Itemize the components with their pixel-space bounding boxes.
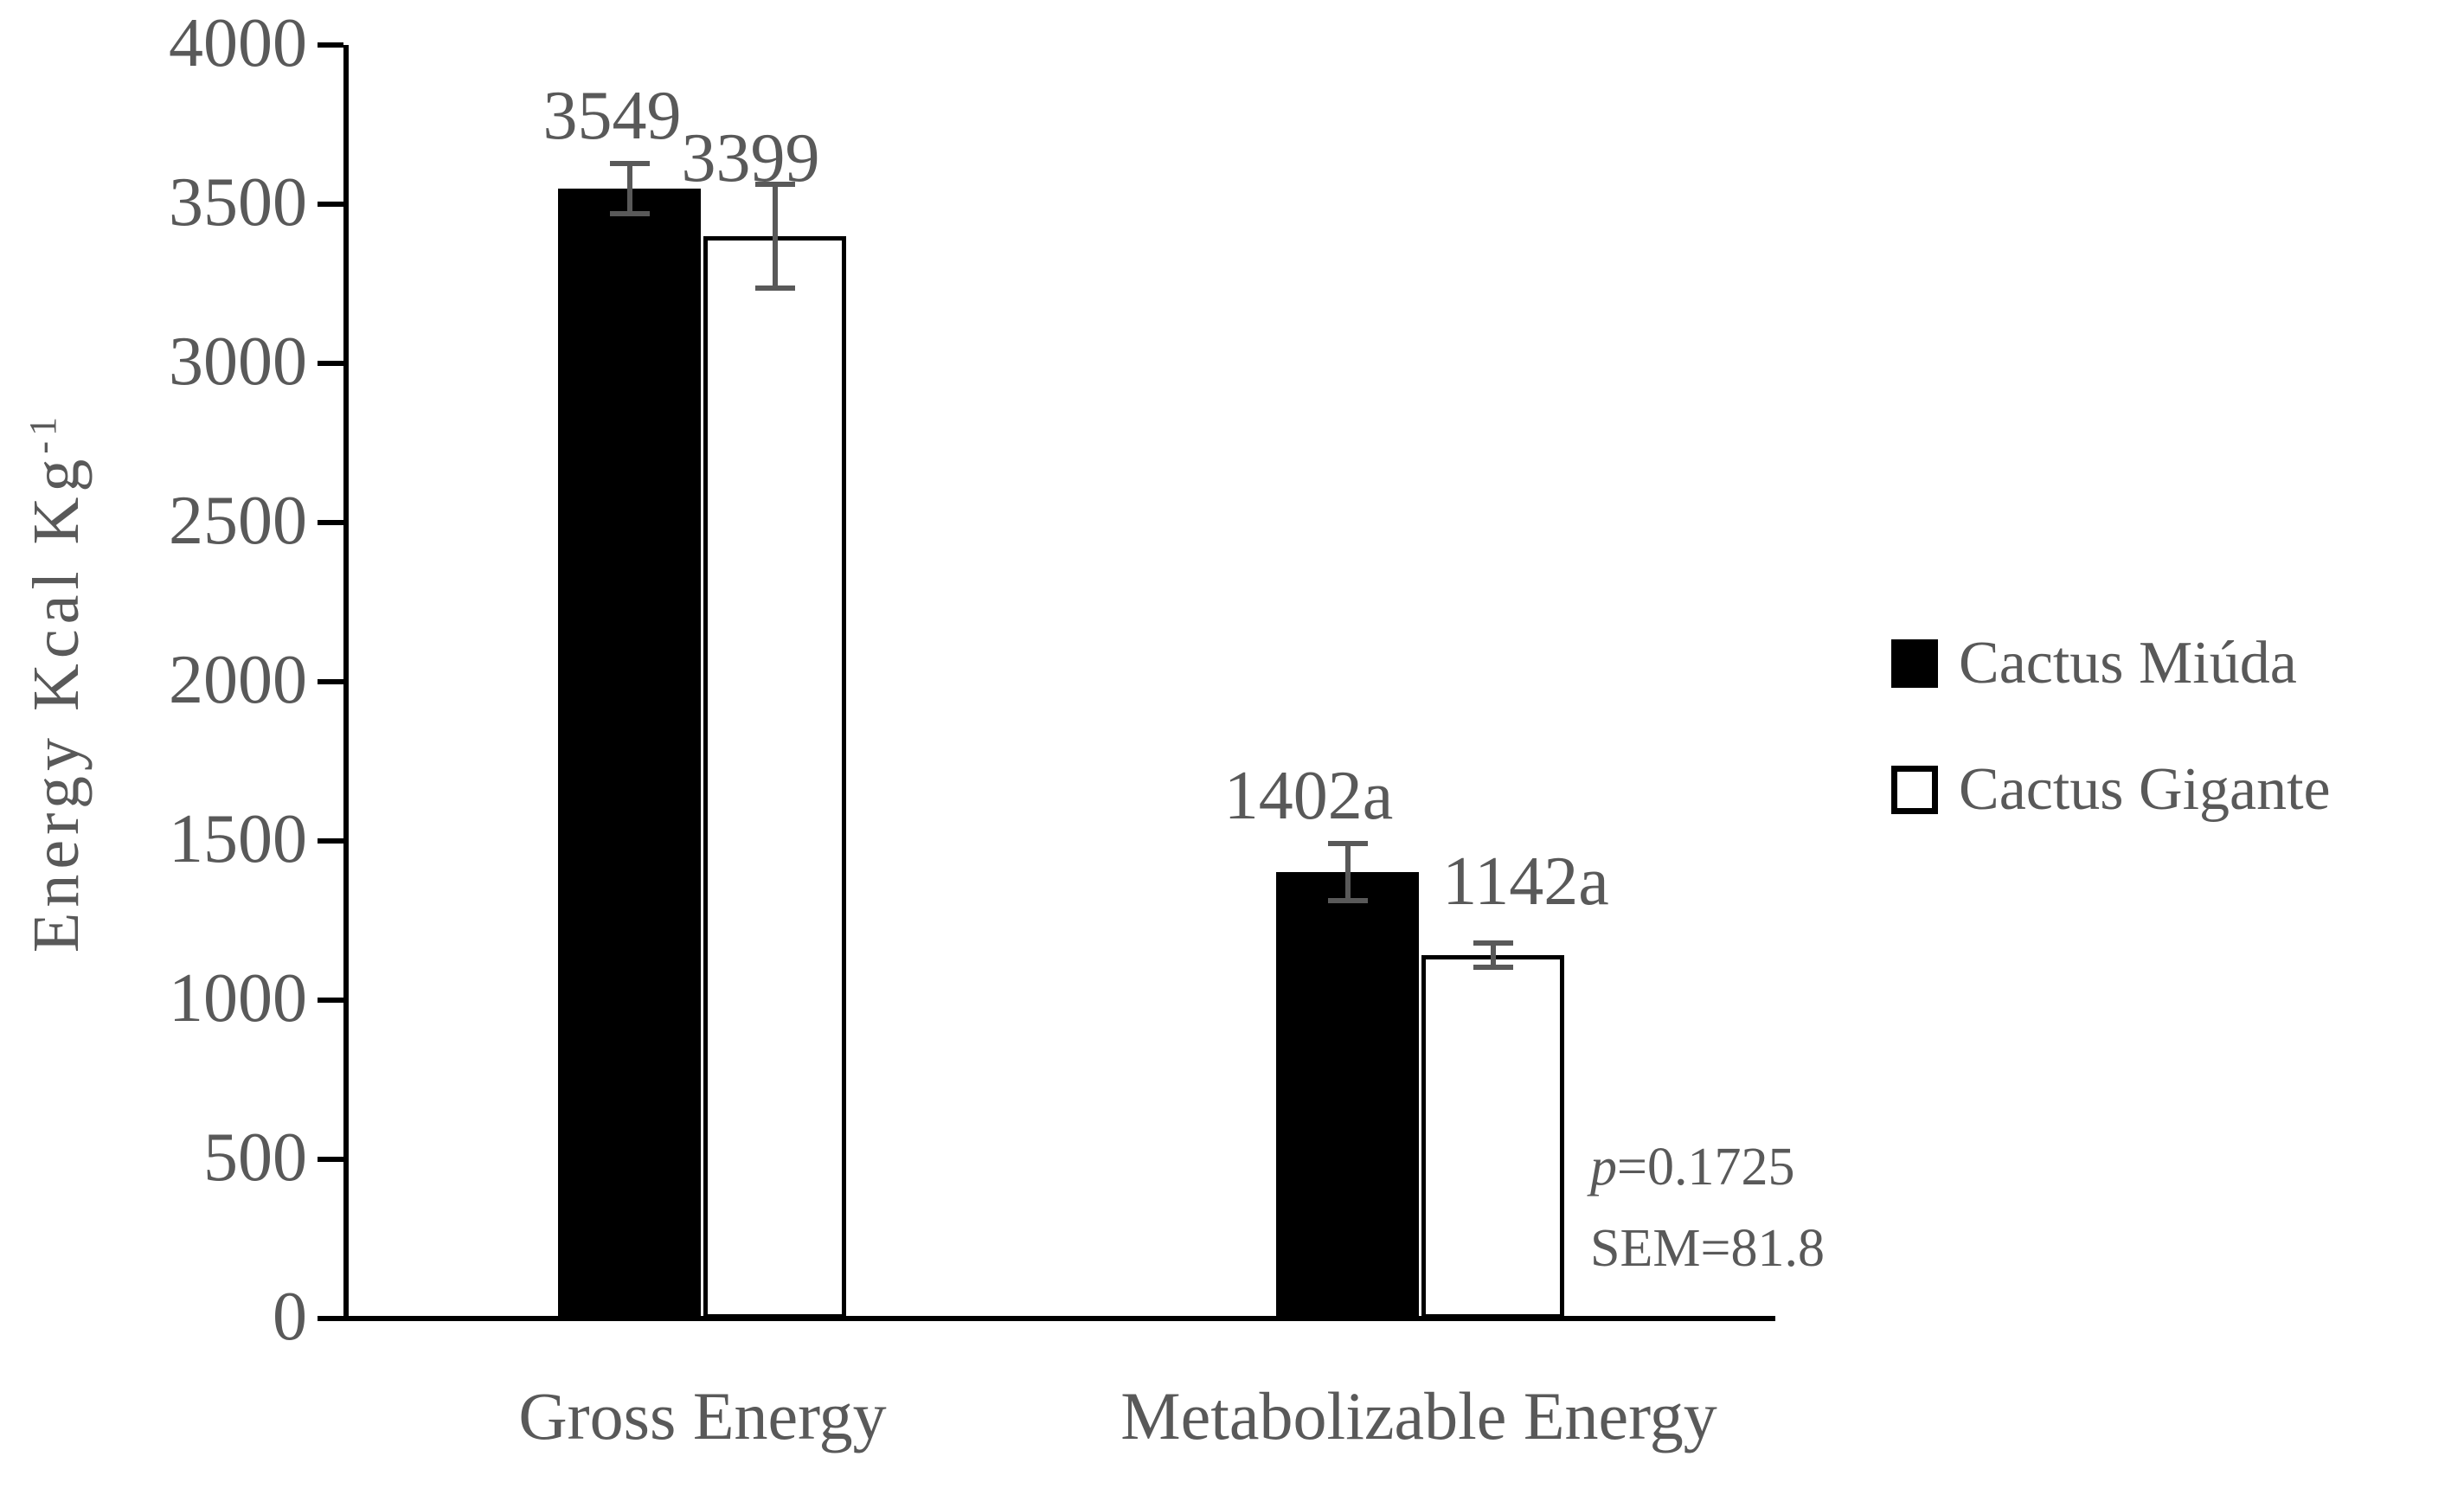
y-tick-1500 xyxy=(318,838,343,844)
error-bar-cap-bottom-gross-energy-cactus-miuda xyxy=(609,211,650,217)
y-tick-label-500: 500 xyxy=(203,1120,307,1196)
category-label-gross-energy: Gross Energy xyxy=(518,1378,887,1453)
bar-metabolizable-energy-cactus-gigante xyxy=(1421,954,1564,1319)
y-tick-2500 xyxy=(318,520,343,525)
error-bar-gross-energy-cactus-miuda xyxy=(626,163,632,215)
y-tick-label-1000: 1000 xyxy=(169,960,307,1036)
error-bar-cap-top-gross-energy-cactus-gigante xyxy=(754,182,795,188)
y-tick-2000 xyxy=(318,679,343,684)
y-tick-3000 xyxy=(318,361,343,366)
legend-item-cactus-miuda: Cactus Miúda xyxy=(1891,633,2331,694)
p-value-text: =0.1725 xyxy=(1617,1138,1795,1197)
bar-label-gross-energy-cactus-gigante: 3399 xyxy=(681,120,820,197)
y-tick-label-2500: 2500 xyxy=(169,483,307,559)
y-tick-label-0: 0 xyxy=(273,1279,307,1355)
error-bar-cap-top-metabolizable-energy-cactus-miuda xyxy=(1327,840,1368,846)
y-tick-500 xyxy=(318,1157,343,1162)
legend-item-cactus-gigante: Cactus Gigante xyxy=(1891,760,2331,820)
legend: Cactus Miúda Cactus Gigante xyxy=(1891,633,2331,820)
stats-annotation: p=0.1725 SEM=81.8 xyxy=(1590,1126,1825,1289)
y-tick-label-4000: 4000 xyxy=(169,5,307,81)
y-tick-3500 xyxy=(318,202,343,207)
error-bar-metabolizable-energy-cactus-miuda xyxy=(1344,843,1351,901)
legend-swatch-white-icon xyxy=(1891,766,1938,814)
error-bar-cap-bottom-metabolizable-energy-cactus-gigante xyxy=(1473,964,1513,970)
error-bar-metabolizable-energy-cactus-gigante xyxy=(1490,942,1496,967)
y-tick-label-3500: 3500 xyxy=(169,164,307,241)
bar-label-metabolizable-energy-cactus-gigante: 1142a xyxy=(1442,843,1609,920)
sem-line: SEM=81.8 xyxy=(1590,1219,1825,1279)
y-tick-label-1500: 1500 xyxy=(169,801,307,877)
legend-swatch-black-icon xyxy=(1891,639,1938,688)
error-bar-cap-bottom-gross-energy-cactus-gigante xyxy=(754,286,795,292)
legend-label-cactus-miuda: Cactus Miúda xyxy=(1959,630,2297,696)
error-bar-cap-top-metabolizable-energy-cactus-gigante xyxy=(1473,940,1513,946)
y-axis-title-exponent: -1 xyxy=(22,411,65,454)
p-symbol: p xyxy=(1590,1138,1617,1197)
error-bar-cap-bottom-metabolizable-energy-cactus-miuda xyxy=(1327,898,1368,904)
bar-label-metabolizable-energy-cactus-miuda: 1402a xyxy=(1223,757,1394,834)
category-label-metabolizable-energy: Metabolizable Energy xyxy=(1120,1378,1717,1453)
bar-gross-energy-cactus-miuda xyxy=(558,188,701,1319)
error-bar-cap-top-gross-energy-cactus-miuda xyxy=(609,160,650,166)
x-axis-line xyxy=(343,1316,1775,1321)
p-value-line: p=0.1725 xyxy=(1590,1126,1825,1208)
legend-label-cactus-gigante: Cactus Gigante xyxy=(1959,756,2331,823)
y-tick-label-3000: 3000 xyxy=(169,324,307,400)
bar-metabolizable-energy-cactus-miuda xyxy=(1276,872,1419,1319)
y-tick-1000 xyxy=(318,998,343,1003)
bar-label-gross-energy-cactus-miuda: 3549 xyxy=(542,77,682,154)
bar-gross-energy-cactus-gigante xyxy=(703,236,846,1319)
y-tick-4000 xyxy=(318,42,343,48)
y-tick-0 xyxy=(318,1316,343,1321)
y-axis-line xyxy=(343,45,349,1321)
error-bar-gross-energy-cactus-gigante xyxy=(772,184,778,289)
y-tick-label-2000: 2000 xyxy=(169,642,307,718)
